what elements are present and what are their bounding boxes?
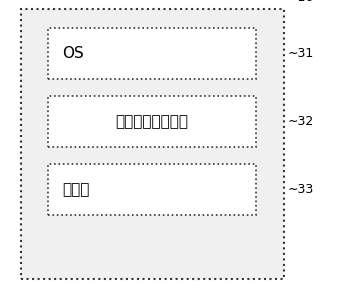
Text: ∼16: ∼16 (287, 0, 313, 4)
Text: ∼31: ∼31 (287, 47, 313, 60)
Text: ∼33: ∼33 (287, 183, 313, 196)
Text: ∼32: ∼32 (287, 115, 313, 128)
Bar (48, 28, 256, 79)
Text: OS: OS (62, 46, 84, 61)
Text: データ: データ (62, 182, 90, 197)
Bar (48, 164, 256, 215)
Bar (48, 96, 256, 147)
Bar (21, 9, 284, 279)
Text: アプリケーション: アプリケーション (116, 114, 189, 129)
